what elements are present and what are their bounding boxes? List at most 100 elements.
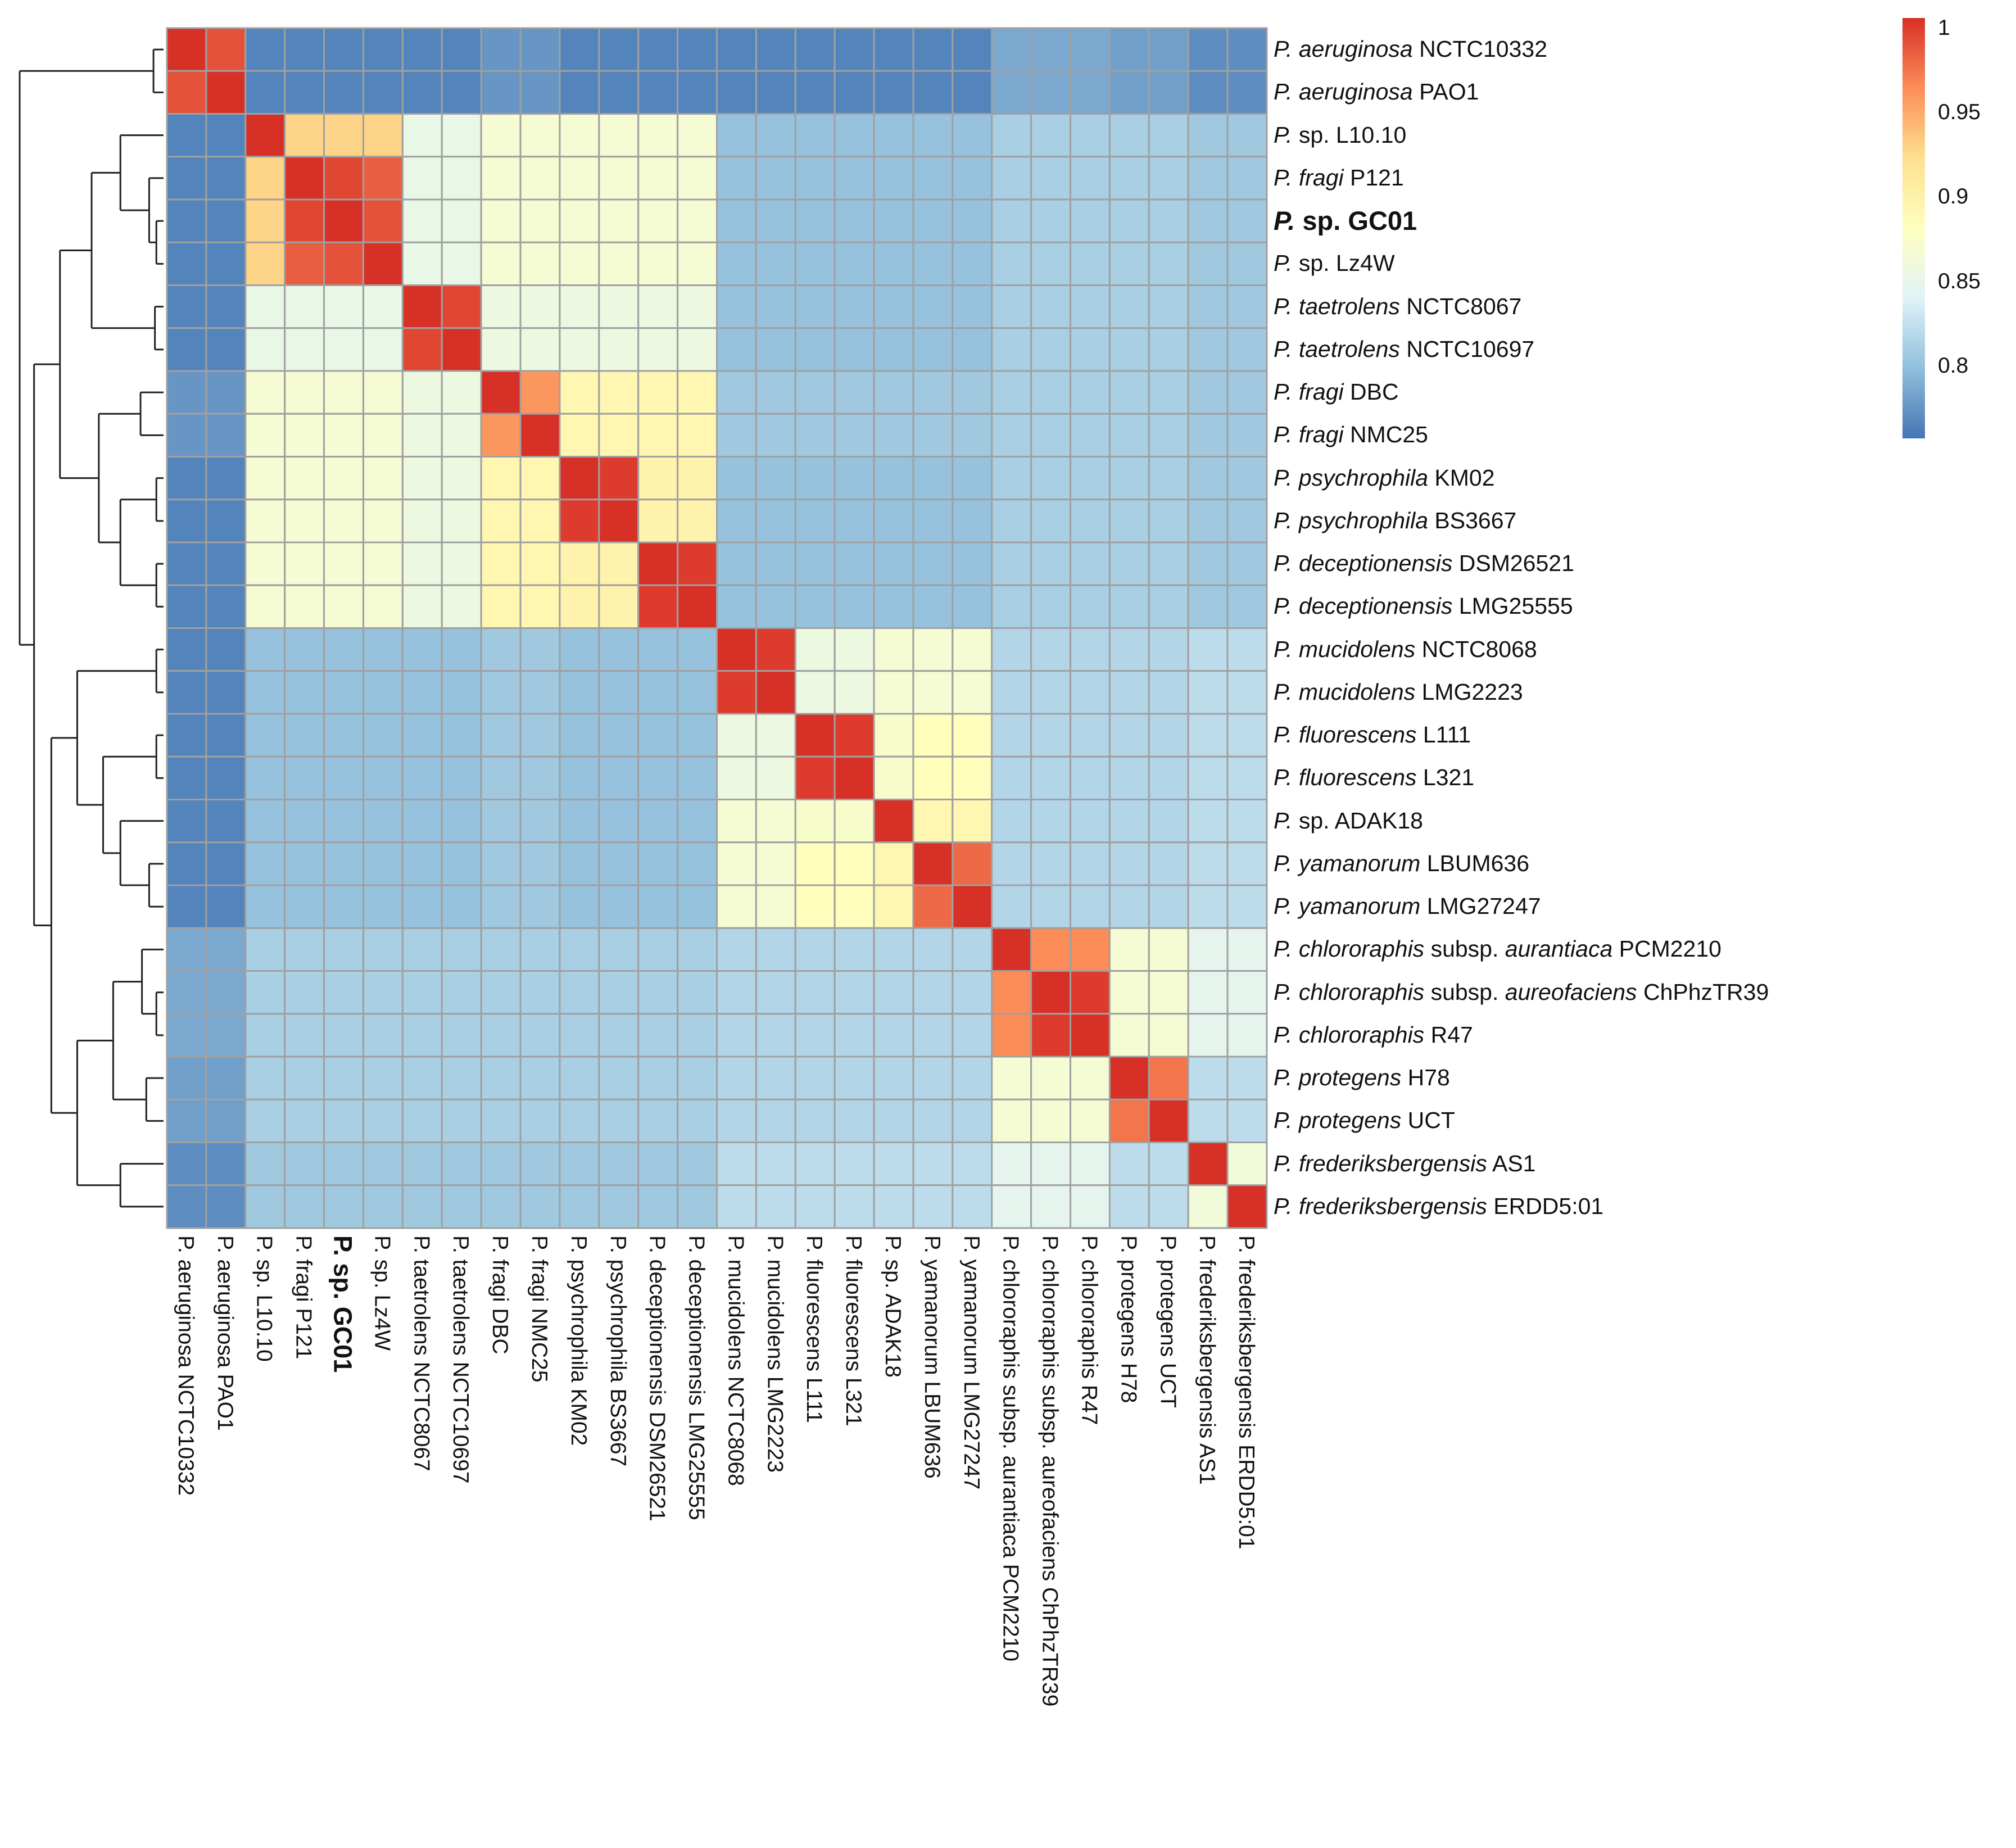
heatmap-cell — [598, 927, 640, 972]
heatmap-cell — [1030, 799, 1072, 844]
heatmap-cell — [519, 70, 561, 115]
heatmap-cell — [1148, 1056, 1189, 1100]
heatmap-cell — [323, 670, 364, 715]
heatmap-cell — [205, 541, 247, 586]
heatmap-cell — [166, 327, 207, 372]
heatmap-cell — [1226, 1013, 1268, 1058]
heatmap-cell — [480, 241, 522, 286]
row-label: P. fragi DBC — [1274, 381, 1399, 404]
heatmap-cell — [519, 1098, 561, 1143]
heatmap-cell — [755, 1056, 796, 1100]
heatmap-cell — [1226, 541, 1268, 586]
row-label-part: P. fluorescens — [1274, 722, 1417, 748]
heatmap-cell — [794, 1098, 836, 1143]
row-label-part: PCM2210 — [1612, 936, 1721, 962]
heatmap-cell — [1108, 627, 1150, 672]
heatmap-cell — [166, 541, 207, 586]
heatmap-cell — [637, 1142, 679, 1186]
heatmap-cell — [284, 1142, 325, 1186]
colorbar-tick-label: 0.95 — [1938, 100, 1981, 125]
heatmap-cell — [559, 799, 600, 844]
heatmap-cell — [362, 27, 404, 72]
heatmap-cell — [401, 156, 443, 201]
heatmap-cell — [912, 1184, 954, 1229]
heatmap-cell — [519, 1142, 561, 1186]
heatmap-cell — [991, 156, 1032, 201]
row-label-part: P. frederiksbergensis — [1274, 1193, 1487, 1219]
heatmap-cell — [1187, 970, 1229, 1015]
column-label: P. yamanorum LBUM636 — [919, 1235, 944, 1479]
heatmap-cell — [441, 884, 482, 929]
row-label-part: NCTC8068 — [1415, 636, 1537, 662]
heatmap-cell — [991, 327, 1032, 372]
row-label-part: PAO1 — [1412, 79, 1479, 105]
heatmap-cell — [441, 1184, 482, 1229]
row-label-part: BS3667 — [1428, 507, 1517, 533]
heatmap-cell — [637, 584, 679, 629]
heatmap-cell — [166, 370, 207, 415]
row-label-part: L321 — [1416, 764, 1475, 791]
heatmap-cell — [873, 70, 914, 115]
row-label-part: subsp. — [1424, 936, 1505, 962]
heatmap-cell — [755, 1098, 796, 1143]
heatmap-cell — [755, 113, 796, 158]
heatmap-cell — [205, 627, 247, 672]
heatmap-cell — [205, 113, 247, 158]
heatmap-cell — [480, 1184, 522, 1229]
row-label: P. sp. Lz4W — [1274, 252, 1395, 275]
heatmap-cell — [205, 1056, 247, 1100]
heatmap-cell — [362, 884, 404, 929]
heatmap-cell — [873, 841, 914, 886]
heatmap-cell — [1226, 413, 1268, 458]
heatmap-cell — [362, 284, 404, 329]
heatmap-cell — [912, 627, 954, 672]
heatmap-cell — [519, 841, 561, 886]
heatmap-cell — [637, 198, 679, 243]
heatmap-cell — [1148, 841, 1189, 886]
heatmap-cell — [323, 755, 364, 800]
heatmap-cell — [991, 541, 1032, 586]
row-label-part: P. chlororaphis — [1274, 1021, 1425, 1048]
heatmap-cell — [794, 670, 836, 715]
column-label: P. chlororaphis subsp. aurantiaca PCM221… — [998, 1235, 1023, 1662]
row-label-part: P. protegens — [1274, 1065, 1402, 1091]
column-label: P. fragi DBC — [488, 1235, 513, 1355]
heatmap-cell — [323, 499, 364, 543]
heatmap-cell — [637, 456, 679, 501]
heatmap-cell — [1187, 198, 1229, 243]
heatmap-cell — [755, 499, 796, 543]
heatmap-cell — [598, 327, 640, 372]
heatmap-cell — [1030, 499, 1072, 543]
heatmap-cell — [244, 713, 286, 758]
heatmap-cell — [637, 370, 679, 415]
heatmap-cell — [441, 113, 482, 158]
row-label-part: NCTC8067 — [1399, 293, 1522, 319]
heatmap-cell — [284, 370, 325, 415]
heatmap-cell — [166, 284, 207, 329]
heatmap-cell — [1108, 27, 1150, 72]
heatmap-cell — [441, 198, 482, 243]
heatmap-cell — [1187, 841, 1229, 886]
heatmap-cell — [559, 327, 600, 372]
heatmap-cell — [244, 670, 286, 715]
heatmap-cell — [794, 413, 836, 458]
heatmap-cell — [716, 198, 757, 243]
row-label-part: P. aeruginosa — [1274, 36, 1413, 62]
heatmap-cell — [755, 327, 796, 372]
heatmap-cell — [480, 1098, 522, 1143]
heatmap-cell — [833, 284, 875, 329]
heatmap-cell — [559, 70, 600, 115]
row-label: P. deceptionensis LMG25555 — [1274, 595, 1573, 618]
heatmap-cell — [1108, 970, 1150, 1015]
heatmap-cell — [598, 841, 640, 886]
heatmap-cell — [1070, 456, 1111, 501]
heatmap-cell — [598, 27, 640, 72]
heatmap-cell — [559, 241, 600, 286]
heatmap-cell — [912, 713, 954, 758]
heatmap-cell — [755, 27, 796, 72]
heatmap-cell — [991, 1184, 1032, 1229]
heatmap-cell — [1187, 1056, 1229, 1100]
heatmap-cell — [952, 156, 993, 201]
row-label: P. fragi P121 — [1274, 166, 1404, 189]
heatmap-cell — [1226, 113, 1268, 158]
